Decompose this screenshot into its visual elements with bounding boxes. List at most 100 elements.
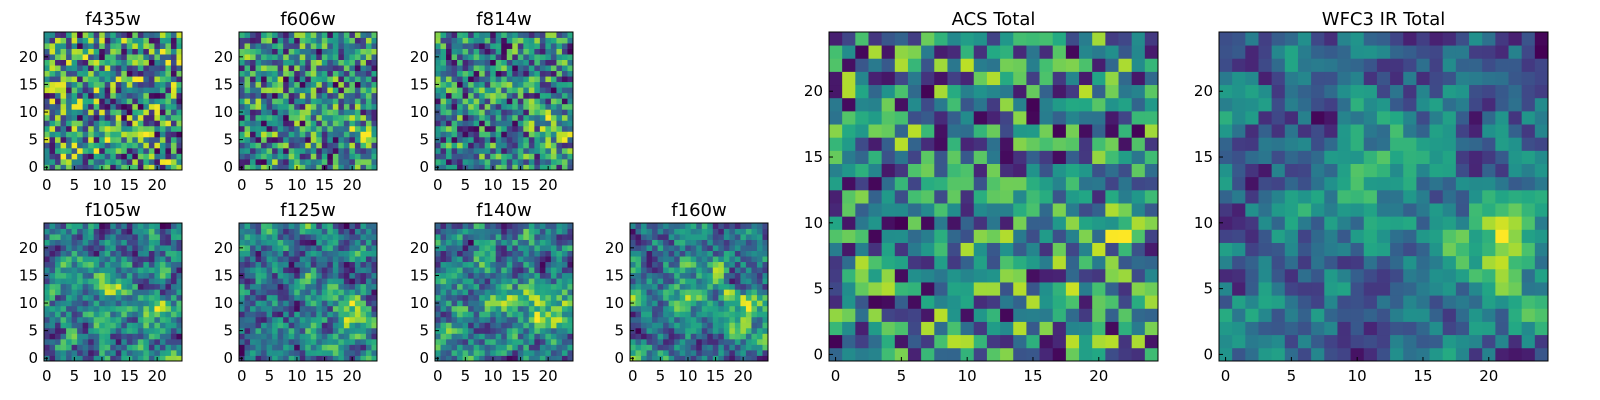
heatmap-cell bbox=[561, 120, 568, 127]
heatmap-cell bbox=[545, 142, 552, 149]
heatmap-cell bbox=[60, 228, 67, 235]
heatmap-cell bbox=[446, 65, 452, 72]
heatmap-cell bbox=[539, 120, 546, 127]
heatmap-cell bbox=[170, 164, 177, 171]
heatmap-cell bbox=[523, 300, 530, 307]
heatmap-cell bbox=[740, 245, 747, 251]
heatmap-cell bbox=[842, 347, 856, 362]
heatmap-cell bbox=[261, 311, 267, 318]
heatmap-cell bbox=[321, 98, 328, 105]
heatmap-cell bbox=[327, 65, 334, 72]
heatmap-cell bbox=[1026, 203, 1040, 217]
y-tick-label: 5 bbox=[28, 131, 38, 149]
heatmap-cell bbox=[137, 250, 144, 257]
heatmap-cell bbox=[283, 333, 290, 340]
heatmap-cell bbox=[567, 344, 574, 351]
heatmap-cell bbox=[277, 37, 284, 44]
heatmap-cell bbox=[327, 239, 334, 246]
heatmap-cell bbox=[657, 311, 664, 318]
heatmap-cell bbox=[365, 48, 372, 55]
heatmap-cell bbox=[490, 283, 497, 290]
heatmap-cell bbox=[1026, 124, 1040, 138]
heatmap-cell bbox=[115, 223, 122, 229]
heatmap-cell bbox=[44, 278, 50, 285]
heatmap-cell bbox=[154, 92, 161, 99]
heatmap-cell bbox=[556, 250, 563, 257]
heatmap-cell bbox=[751, 333, 758, 340]
heatmap-cell bbox=[159, 81, 166, 88]
heatmap-cell bbox=[462, 125, 469, 132]
heatmap-cell bbox=[77, 87, 84, 94]
heatmap-cell bbox=[506, 164, 513, 171]
heatmap-cell bbox=[734, 261, 741, 268]
heatmap-cell bbox=[143, 344, 150, 351]
heatmap-cell bbox=[473, 245, 480, 251]
heatmap-cell bbox=[277, 338, 284, 345]
heatmap-cell bbox=[244, 311, 251, 318]
heatmap-cell bbox=[512, 43, 519, 49]
heatmap-cell bbox=[473, 333, 480, 340]
heatmap-cell bbox=[349, 70, 356, 77]
heatmap-cell bbox=[159, 136, 166, 143]
heatmap-cell bbox=[729, 272, 736, 279]
heatmap-cell bbox=[294, 136, 301, 143]
heatmap-cell bbox=[635, 327, 642, 334]
heatmap-cell bbox=[371, 92, 378, 99]
heatmap-cell bbox=[641, 322, 647, 329]
heatmap-cell bbox=[44, 349, 50, 356]
heatmap-cell bbox=[1026, 308, 1040, 322]
heatmap-cell bbox=[277, 327, 284, 334]
heatmap-cell bbox=[77, 272, 84, 279]
heatmap-cell bbox=[294, 125, 301, 132]
heatmap-cell bbox=[316, 54, 323, 60]
heatmap-cell bbox=[674, 322, 681, 329]
heatmap-cell bbox=[534, 272, 541, 279]
heatmap-cell bbox=[250, 70, 256, 77]
heatmap-cell bbox=[305, 54, 312, 60]
heatmap-cell bbox=[99, 256, 106, 263]
heatmap-cell bbox=[635, 278, 642, 285]
heatmap-cell bbox=[707, 300, 714, 307]
heatmap-cell bbox=[762, 316, 769, 323]
heatmap-cell bbox=[343, 289, 350, 296]
heatmap-cell bbox=[539, 147, 546, 154]
heatmap-cell bbox=[354, 164, 361, 171]
heatmap-cell bbox=[986, 242, 1001, 257]
heatmap-cell bbox=[176, 76, 183, 83]
heatmap-cell bbox=[545, 283, 552, 290]
heatmap-cell bbox=[567, 109, 574, 116]
x-tick-label: 15 bbox=[706, 367, 725, 385]
heatmap-cell bbox=[110, 305, 117, 312]
heatmap-cell bbox=[907, 282, 922, 296]
heatmap-cell bbox=[82, 76, 89, 83]
heatmap-cell bbox=[1052, 229, 1067, 243]
heatmap-cell bbox=[921, 137, 935, 151]
heatmap-cell bbox=[457, 37, 463, 44]
heatmap-cell bbox=[288, 59, 295, 66]
heatmap-cell bbox=[473, 87, 480, 94]
heatmap-cell bbox=[321, 311, 328, 318]
heatmap-cell bbox=[283, 92, 290, 99]
heatmap-cell bbox=[360, 109, 367, 116]
heatmap-cell bbox=[132, 333, 139, 340]
heatmap-cell bbox=[539, 125, 546, 132]
heatmap-cell bbox=[674, 278, 681, 285]
heatmap-cell bbox=[305, 48, 312, 55]
heatmap-cell bbox=[921, 255, 935, 270]
heatmap-cell bbox=[154, 316, 161, 323]
heatmap-cell bbox=[440, 311, 447, 318]
heatmap-cell bbox=[170, 136, 177, 143]
heatmap-cell bbox=[462, 48, 469, 55]
heatmap-cell bbox=[239, 87, 245, 94]
heatmap-cell bbox=[88, 344, 95, 351]
heatmap-cell bbox=[479, 327, 486, 334]
heatmap-cell bbox=[305, 272, 312, 279]
heatmap-cell bbox=[110, 120, 117, 127]
heatmap-cell bbox=[115, 158, 122, 165]
heatmap-cell bbox=[473, 355, 480, 362]
heatmap-cell bbox=[154, 278, 161, 285]
heatmap-cell bbox=[316, 272, 323, 279]
heatmap-cell bbox=[255, 120, 262, 127]
heatmap-cell bbox=[250, 37, 256, 44]
heatmap-cell bbox=[327, 267, 334, 274]
